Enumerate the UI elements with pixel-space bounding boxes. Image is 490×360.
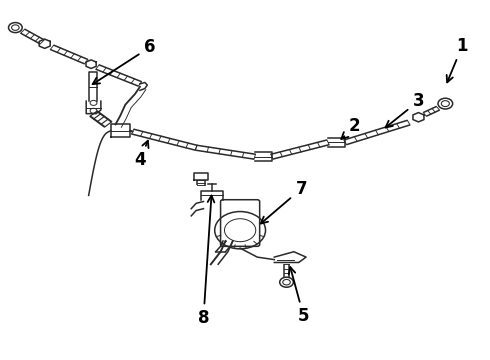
Text: 2: 2 — [342, 117, 361, 139]
Text: 3: 3 — [386, 92, 424, 127]
Text: 4: 4 — [134, 141, 148, 169]
Text: 5: 5 — [289, 267, 309, 325]
Text: 1: 1 — [447, 36, 468, 82]
Text: 6: 6 — [93, 38, 155, 84]
Text: 8: 8 — [198, 195, 214, 327]
Text: 7: 7 — [261, 180, 307, 224]
